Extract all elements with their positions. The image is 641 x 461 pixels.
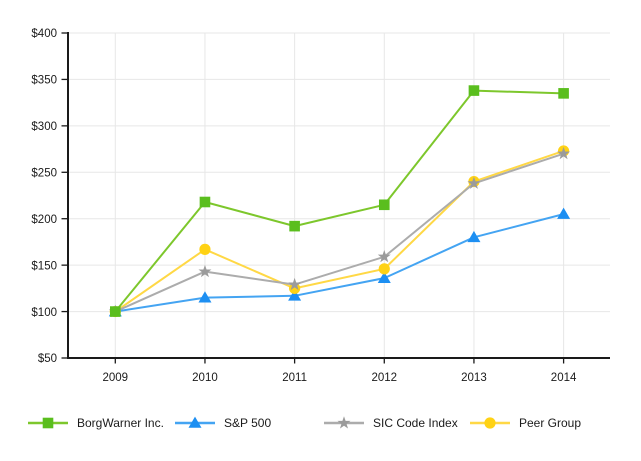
legend-label: SIC Code Index: [373, 416, 458, 430]
marker-square-icon: [378, 199, 390, 211]
axis-labels: $50 $100 $150 $200 $250 $300 $350 $400 2009 2010 2…: [31, 28, 577, 384]
legend-label: S&P 500: [224, 416, 272, 430]
marker-square-icon: [199, 196, 211, 208]
marker-star-icon: [467, 176, 481, 189]
marker-star-icon: [288, 277, 302, 291]
legend-swatch-peer-group: [470, 417, 510, 429]
marker-square-icon: [42, 417, 54, 429]
y-axis-label: $400: [31, 28, 57, 40]
marker-circle-icon: [378, 263, 390, 275]
marker-circle-icon: [484, 417, 496, 429]
y-axis-label: $150: [31, 260, 57, 272]
legend-item-s-p-500: S&P 500: [175, 410, 271, 436]
gridlines: [68, 32, 610, 358]
marker-circle-icon: [199, 243, 211, 255]
y-axis-label: $300: [31, 121, 57, 133]
axes: [61, 32, 610, 364]
legend-item-borgwarner-inc: BorgWarner Inc.: [28, 410, 164, 436]
series-line-sic-code-index: [114, 152, 565, 313]
marker-star-icon: [198, 264, 212, 278]
legend-item-peer-group: Peer Group: [470, 410, 581, 436]
marker-square-icon: [558, 88, 569, 99]
y-axis-label: $200: [31, 214, 57, 226]
legend-label: BorgWarner Inc.: [77, 416, 164, 430]
marker-star-icon: [337, 416, 351, 429]
x-axis-label: 2009: [103, 372, 129, 384]
series-line-s-p-500: [114, 213, 565, 313]
x-axis-label: 2010: [192, 372, 218, 384]
marker-circle-icon: [289, 282, 301, 294]
marker-square-icon: [110, 306, 121, 317]
marker-triangle-icon: [288, 289, 302, 301]
marker-square-icon: [289, 220, 300, 232]
series-borgwarner-inc: [110, 85, 569, 317]
legend-item-sic-code-index: SIC Code Index: [324, 410, 458, 436]
series-line-borgwarner-inc: [114, 89, 565, 313]
marker-square-icon: [468, 85, 480, 96]
marker-star-icon: [557, 146, 571, 160]
marker-triangle-icon: [557, 207, 571, 219]
y-axis-label: $250: [31, 167, 57, 179]
x-axis-label: 2012: [371, 372, 397, 384]
x-axis-label: 2013: [461, 372, 487, 384]
marker-triangle-icon: [377, 271, 391, 283]
marker-star-icon: [377, 249, 391, 263]
series-s-p-500: [108, 207, 571, 317]
legend-swatch-sic-code-index: [324, 416, 364, 429]
legend-swatch-borgwarner-inc: [28, 417, 68, 429]
legend: BorgWarner Inc. S&P 500 SIC Code Index Peer…: [0, 410, 641, 438]
x-axis-label: 2014: [551, 372, 577, 384]
y-axis-label: $350: [31, 75, 57, 87]
marker-triangle-icon: [198, 291, 212, 303]
marker-triangle-icon: [467, 230, 481, 243]
x-axis-label: 2011: [282, 372, 307, 384]
y-axis-label: $100: [31, 307, 57, 319]
legend-label: Peer Group: [519, 416, 582, 430]
legend-swatch-s-p-500: [175, 416, 215, 428]
series-line-peer-group: [114, 149, 565, 313]
y-axis-label: $50: [38, 353, 57, 365]
marker-triangle-icon: [188, 416, 202, 428]
